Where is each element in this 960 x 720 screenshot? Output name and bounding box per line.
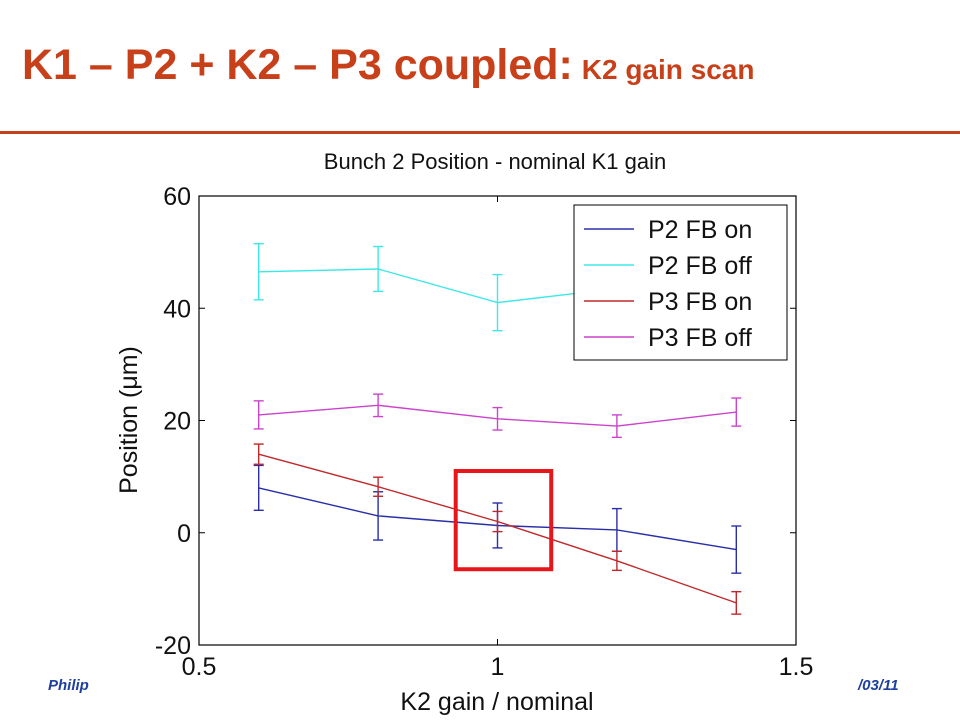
legend-label: P3 FB on: [648, 288, 752, 316]
axis-ticks: 0.5 1 1.5 -20 0 20 40 60: [155, 183, 814, 681]
x-tick-label: 1.5: [779, 653, 814, 681]
slide-title-sub: K2 gain scan: [581, 54, 755, 85]
x-tick-label: 1: [491, 653, 505, 681]
legend-label: P3 FB off: [648, 324, 752, 352]
title-underline: [0, 131, 960, 134]
y-tick-label: 40: [163, 295, 191, 323]
legend-label: P2 FB on: [648, 216, 752, 244]
series-line: [258, 268, 617, 304]
x-axis-label: K2 gain / nominal: [400, 688, 593, 716]
legend-box: [573, 204, 788, 361]
slide-title: K1 – P2 + K2 – P3 coupled: K2 gain scan: [22, 44, 754, 87]
y-tick-label: 0: [177, 520, 191, 548]
y-tick-label: -20: [155, 632, 191, 660]
x-tick-label: 0.5: [182, 653, 217, 681]
legend-label: P2 FB off: [648, 252, 752, 280]
slide-title-main: K1 – P2 + K2 – P3 coupled:: [22, 41, 573, 89]
y-axis-label: Position (μm): [115, 346, 143, 494]
footer-date: /03/11: [858, 677, 899, 694]
y-tick-label: 60: [163, 183, 191, 211]
highlight-layer: [453, 469, 554, 572]
legend: P2 FB on P2 FB off P3 FB on P3 FB off: [573, 204, 788, 361]
y-tick-label: 20: [163, 408, 191, 436]
chart-title: Bunch 2 Position - nominal K1 gain: [324, 149, 666, 174]
highlight-box: [453, 469, 554, 572]
series-p3-fb-off: [253, 393, 742, 439]
series-p3-fb-on: [253, 443, 742, 615]
footer-author: Philip: [48, 677, 89, 694]
